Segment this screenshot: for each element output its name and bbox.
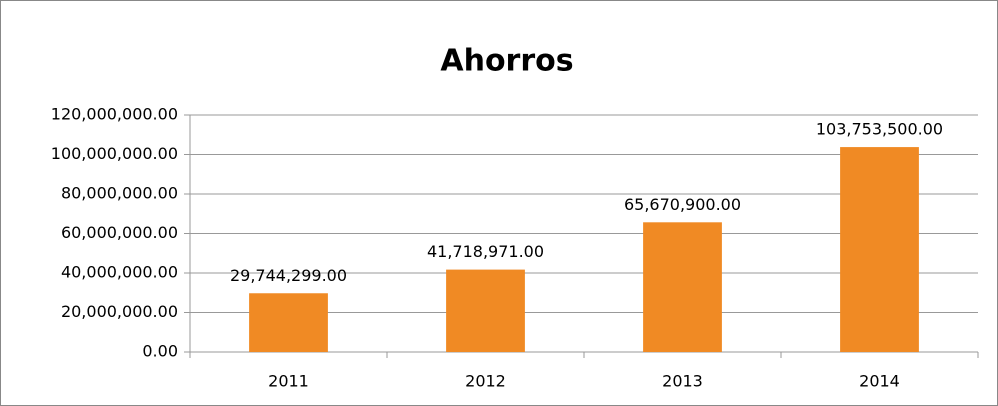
y-tick-label: 20,000,000.00 [61,302,178,321]
x-tick-label: 2012 [465,372,506,391]
y-tick-label: 0.00 [142,342,178,361]
y-tick-label: 120,000,000.00 [51,105,178,124]
y-tick-label: 80,000,000.00 [61,184,178,203]
data-label: 41,718,971.00 [427,242,544,261]
data-label: 65,670,900.00 [624,195,741,214]
x-tick-label: 2011 [268,372,309,391]
y-tick-label: 60,000,000.00 [61,223,178,242]
bar [840,147,919,352]
x-tick-label: 2013 [662,372,703,391]
data-label: 29,744,299.00 [230,266,347,285]
bar [643,222,722,352]
y-tick-label: 100,000,000.00 [51,144,178,163]
chart-title: Ahorros [440,44,573,79]
x-tick-label: 2014 [859,372,900,391]
y-tick-label: 40,000,000.00 [61,263,178,282]
data-label: 103,753,500.00 [816,120,943,139]
bar [446,269,525,352]
bar [249,293,328,352]
